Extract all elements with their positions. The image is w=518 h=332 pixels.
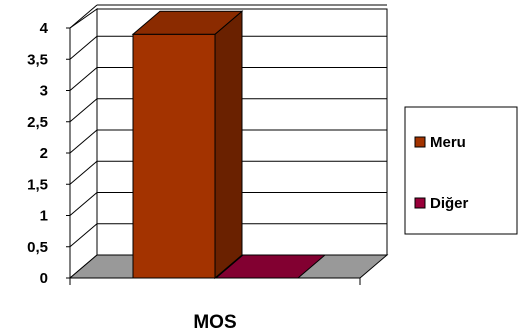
y-axis <box>66 27 71 279</box>
bars <box>131 10 327 280</box>
gridline-side <box>69 67 98 91</box>
bar-top-meru <box>131 10 244 35</box>
y-tick-label: 3,5 <box>27 51 48 68</box>
gridline-side <box>69 4 98 29</box>
y-tick-label: 0,5 <box>27 239 48 256</box>
gridline-side <box>69 98 98 123</box>
y-tick-label: 1 <box>40 208 48 225</box>
gridline-side <box>69 35 98 60</box>
gridline-side <box>69 223 98 248</box>
y-tick-label: 0 <box>40 270 48 287</box>
side-wall <box>69 8 98 280</box>
x-category-label: MOS <box>193 312 236 332</box>
legend-swatch-diger <box>414 197 426 209</box>
bar-side-meru <box>214 10 243 280</box>
legend-label-meru: Meru <box>430 134 466 151</box>
bar-top-dier <box>214 254 327 279</box>
gridline-side <box>69 160 98 185</box>
bar-dier <box>214 254 327 279</box>
x-axis <box>69 277 361 285</box>
bar-meru <box>131 10 244 280</box>
y-tick-label: 2 <box>40 145 48 162</box>
y-tick-labels: 0 0,5 1 1,5 2 2,5 3 3,5 4 <box>27 20 49 287</box>
gridline-side <box>69 192 98 216</box>
y-tick-label: 3 <box>40 83 48 100</box>
bar-front-meru <box>132 33 216 279</box>
legend-swatch-meru <box>414 136 426 148</box>
legend: Meru Diğer <box>404 106 518 235</box>
gridline-side <box>69 129 98 154</box>
y-tick-label: 1,5 <box>27 176 48 193</box>
y-tick-label: 4 <box>40 20 49 37</box>
y-tick-label: 2,5 <box>27 114 48 131</box>
legend-box <box>404 106 518 235</box>
legend-label-diger: Diğer <box>430 195 469 212</box>
